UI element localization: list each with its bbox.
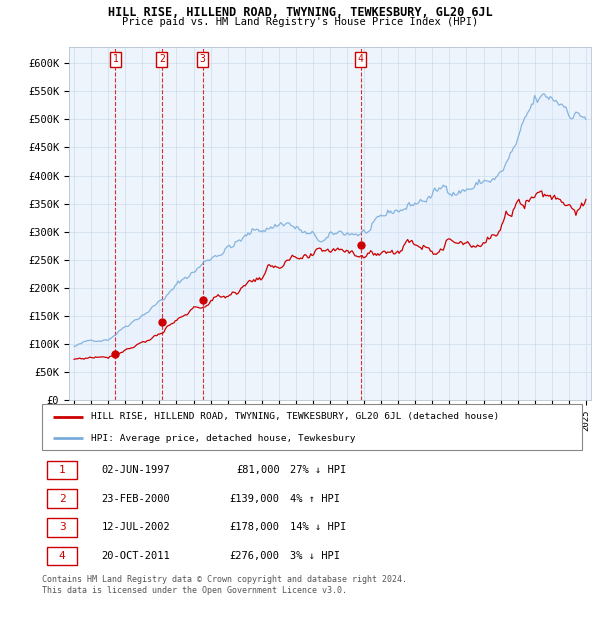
Text: 12-JUL-2002: 12-JUL-2002: [101, 523, 170, 533]
Text: £139,000: £139,000: [230, 494, 280, 503]
FancyBboxPatch shape: [47, 489, 77, 508]
Text: 4% ↑ HPI: 4% ↑ HPI: [290, 494, 340, 503]
Text: 2: 2: [159, 55, 165, 64]
Text: 14% ↓ HPI: 14% ↓ HPI: [290, 523, 347, 533]
Text: 1: 1: [59, 465, 65, 475]
Text: 23-FEB-2000: 23-FEB-2000: [101, 494, 170, 503]
Text: 4: 4: [59, 551, 65, 561]
Text: £178,000: £178,000: [230, 523, 280, 533]
Text: 3% ↓ HPI: 3% ↓ HPI: [290, 551, 340, 561]
Text: 20-OCT-2011: 20-OCT-2011: [101, 551, 170, 561]
Text: 2: 2: [59, 494, 65, 503]
Text: 3: 3: [200, 55, 206, 64]
Text: 4: 4: [358, 55, 364, 64]
Text: HILL RISE, HILLEND ROAD, TWYNING, TEWKESBURY, GL20 6JL (detached house): HILL RISE, HILLEND ROAD, TWYNING, TEWKES…: [91, 412, 499, 422]
Text: Price paid vs. HM Land Registry's House Price Index (HPI): Price paid vs. HM Land Registry's House …: [122, 17, 478, 27]
FancyBboxPatch shape: [47, 547, 77, 565]
FancyBboxPatch shape: [47, 461, 77, 479]
Text: £276,000: £276,000: [230, 551, 280, 561]
Text: HILL RISE, HILLEND ROAD, TWYNING, TEWKESBURY, GL20 6JL: HILL RISE, HILLEND ROAD, TWYNING, TEWKES…: [107, 6, 493, 19]
Text: 1: 1: [112, 55, 118, 64]
Text: HPI: Average price, detached house, Tewkesbury: HPI: Average price, detached house, Tewk…: [91, 433, 355, 443]
Text: 27% ↓ HPI: 27% ↓ HPI: [290, 465, 347, 475]
Text: £81,000: £81,000: [236, 465, 280, 475]
Text: 02-JUN-1997: 02-JUN-1997: [101, 465, 170, 475]
FancyBboxPatch shape: [47, 518, 77, 537]
FancyBboxPatch shape: [42, 404, 582, 450]
Text: 3: 3: [59, 523, 65, 533]
Text: Contains HM Land Registry data © Crown copyright and database right 2024.
This d: Contains HM Land Registry data © Crown c…: [42, 575, 407, 595]
